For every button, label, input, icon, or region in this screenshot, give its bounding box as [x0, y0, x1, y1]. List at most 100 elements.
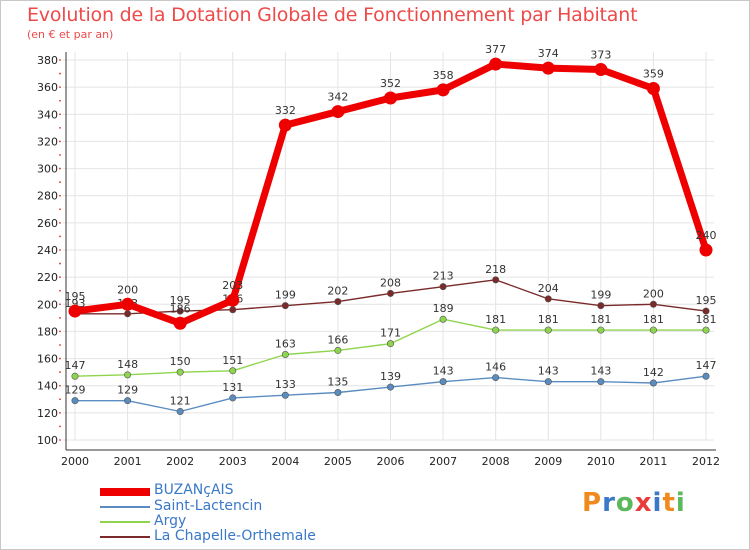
logo-letter: o — [615, 488, 635, 518]
y-tick-label: 240 — [37, 244, 58, 257]
legend-label-saint-lactencin: Saint-Lactencin — [154, 498, 263, 514]
data-label: 342 — [327, 91, 348, 104]
y-tick-label: 320 — [37, 135, 58, 148]
y-tick-label: 220 — [37, 271, 58, 284]
data-label: 129 — [65, 384, 86, 397]
data-label: 193 — [65, 297, 86, 310]
data-point — [492, 374, 500, 382]
data-point — [702, 372, 710, 380]
y-minor-tick — [59, 357, 61, 360]
data-label: 166 — [327, 333, 348, 346]
data-point — [71, 397, 79, 405]
y-minor-tick — [59, 439, 61, 441]
data-point — [281, 302, 289, 310]
data-label: 213 — [433, 270, 454, 283]
x-tick-label: 2011 — [639, 455, 667, 468]
y-minor-tick — [59, 126, 61, 129]
data-label: 199 — [275, 289, 296, 302]
data-label: 181 — [696, 313, 717, 326]
x-tick-label: 2001 — [114, 455, 142, 468]
data-point — [597, 326, 605, 334]
data-label: 352 — [380, 77, 401, 90]
data-label: 181 — [643, 313, 664, 326]
data-label: 143 — [538, 365, 559, 378]
legend-label-buzancais: BUZANçAIS — [154, 482, 234, 498]
x-tick-label: 2000 — [61, 455, 89, 468]
data-label: 373 — [590, 49, 611, 62]
y-minor-tick — [59, 262, 61, 265]
data-label: 195 — [170, 294, 191, 307]
legend-swatch-argy — [100, 521, 150, 523]
x-tick-label: 2009 — [534, 455, 562, 468]
data-point — [544, 326, 552, 334]
data-label: 202 — [327, 285, 348, 298]
x-tick-label: 2005 — [324, 455, 352, 468]
y-minor-tick — [59, 140, 61, 143]
y-minor-tick — [59, 316, 61, 319]
data-point — [544, 295, 552, 303]
data-label: 121 — [170, 395, 191, 408]
y-minor-tick — [59, 221, 61, 224]
data-point — [649, 379, 657, 387]
data-point — [176, 368, 184, 376]
y-minor-tick — [59, 276, 61, 279]
data-label: 189 — [433, 302, 454, 315]
data-point — [544, 378, 552, 386]
data-point — [229, 394, 237, 402]
y-minor-tick — [59, 344, 61, 346]
data-label: 147 — [696, 359, 717, 372]
data-label: 204 — [538, 282, 559, 295]
data-point — [649, 300, 657, 308]
data-label: 200 — [643, 287, 664, 300]
y-minor-tick — [59, 167, 61, 170]
data-point — [281, 391, 289, 399]
x-tick-label: 2008 — [482, 455, 510, 468]
data-label: 208 — [380, 276, 401, 289]
data-point — [436, 83, 450, 97]
data-point — [124, 371, 132, 379]
data-label: 181 — [538, 313, 559, 326]
data-label: 358 — [433, 69, 454, 82]
y-minor-tick — [59, 194, 61, 197]
legend-label-argy: Argy — [154, 513, 187, 529]
data-label: 199 — [590, 289, 611, 302]
legend-swatch-la-chapelle-orthemale — [100, 536, 150, 538]
data-label: 332 — [275, 104, 296, 117]
y-tick-label: 380 — [37, 54, 58, 67]
y-minor-tick — [59, 181, 61, 184]
data-point — [124, 310, 132, 318]
chart-subtitle: (en € et par an) — [27, 28, 114, 41]
data-label: 171 — [380, 327, 401, 340]
x-tick-label: 2007 — [429, 455, 457, 468]
data-point — [489, 57, 503, 71]
y-minor-tick — [59, 411, 61, 414]
data-point — [334, 298, 342, 306]
y-minor-tick — [59, 371, 61, 374]
data-point — [702, 326, 710, 334]
data-point — [334, 388, 342, 396]
data-point — [386, 383, 394, 391]
data-label: 377 — [485, 43, 506, 56]
data-point — [229, 367, 237, 375]
data-label: 186 — [170, 302, 191, 315]
data-label: 135 — [327, 376, 348, 389]
data-point — [492, 276, 500, 284]
logo-letter: i — [652, 488, 663, 518]
data-point — [699, 243, 713, 257]
data-point — [281, 350, 289, 358]
data-label: 133 — [275, 378, 296, 391]
logo-letter: P — [582, 488, 603, 518]
legend-label-la-chapelle-orthemale: La Chapelle-Orthemale — [154, 528, 316, 544]
data-point — [386, 340, 394, 348]
data-point — [278, 118, 292, 132]
data-point — [597, 302, 605, 310]
data-label: 139 — [380, 370, 401, 383]
data-label: 374 — [538, 47, 559, 60]
y-tick-label: 100 — [37, 434, 58, 447]
data-label: 129 — [117, 384, 138, 397]
data-point — [439, 283, 447, 291]
data-point — [124, 397, 132, 405]
data-point — [71, 372, 79, 380]
y-minor-tick — [59, 59, 61, 61]
y-minor-tick — [59, 384, 61, 387]
